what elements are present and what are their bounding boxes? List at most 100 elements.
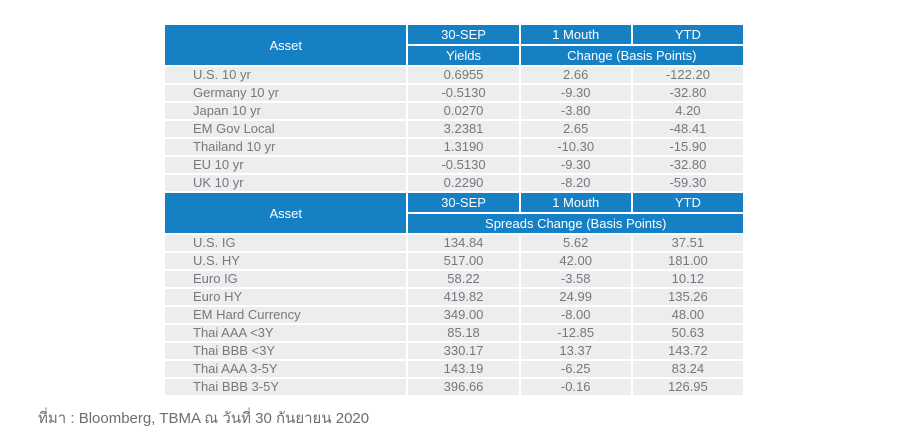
table-row: U.S. IG 134.84 5.62 37.51 bbox=[165, 235, 743, 251]
asset-cell: U.S. HY bbox=[165, 253, 407, 269]
value-cell: 5.62 bbox=[520, 235, 631, 251]
table-row: UK 10 yr 0.2290 -8.20 -59.30 bbox=[165, 175, 743, 191]
asset-column-header: Asset bbox=[165, 25, 407, 65]
value-cell: -9.30 bbox=[520, 157, 631, 173]
table-row: Thai AAA 3-5Y 143.19 -6.25 83.24 bbox=[165, 361, 743, 377]
asset-cell: Euro IG bbox=[165, 271, 407, 287]
table-row: EM Gov Local 3.2381 2.65 -48.41 bbox=[165, 121, 743, 137]
spreads-rows: U.S. IG 134.84 5.62 37.51 U.S. HY 517.00 42.00… bbox=[165, 235, 743, 395]
value-cell: 134.84 bbox=[408, 235, 519, 251]
value-cell: 50.63 bbox=[632, 325, 743, 341]
asset-cell: Euro HY bbox=[165, 289, 407, 305]
column-header-1month: 1 Mouth bbox=[520, 25, 631, 44]
value-cell: -0.16 bbox=[520, 379, 631, 395]
table-row: U.S. 10 yr 0.6955 2.66 -122.20 bbox=[165, 67, 743, 83]
value-cell: 349.00 bbox=[408, 307, 519, 323]
value-cell: -8.20 bbox=[520, 175, 631, 191]
value-cell: 42.00 bbox=[520, 253, 631, 269]
value-cell: 24.99 bbox=[520, 289, 631, 305]
asset-cell: U.S. IG bbox=[165, 235, 407, 251]
table-row: Germany 10 yr -0.5130 -9.30 -32.80 bbox=[165, 85, 743, 101]
value-cell: -32.80 bbox=[632, 85, 743, 101]
value-cell: 1.3190 bbox=[408, 139, 519, 155]
value-cell: -122.20 bbox=[632, 67, 743, 83]
value-cell: 135.26 bbox=[632, 289, 743, 305]
spreads-header: Asset 30-SEP 1 Mouth YTD Spreads Change … bbox=[165, 193, 743, 233]
value-cell: -59.30 bbox=[632, 175, 743, 191]
column-header-ytd: YTD bbox=[632, 25, 743, 44]
asset-cell: Thai BBB <3Y bbox=[165, 343, 407, 359]
value-cell: 48.00 bbox=[632, 307, 743, 323]
table-row: Thai BBB 3-5Y 396.66 -0.16 126.95 bbox=[165, 379, 743, 395]
value-cell: 419.82 bbox=[408, 289, 519, 305]
value-cell: 396.66 bbox=[408, 379, 519, 395]
value-cell: 0.0270 bbox=[408, 103, 519, 119]
column-header-30sep: 30-SEP bbox=[408, 193, 519, 212]
value-cell: 3.2381 bbox=[408, 121, 519, 137]
value-cell: 13.37 bbox=[520, 343, 631, 359]
value-cell: -0.5130 bbox=[408, 157, 519, 173]
change-basis-points-subheader: Change (Basis Points) bbox=[520, 46, 743, 65]
bond-market-table: Asset 30-SEP 1 Mouth YTD Yields Change (… bbox=[163, 23, 745, 397]
value-cell: -6.25 bbox=[520, 361, 631, 377]
value-cell: -12.85 bbox=[520, 325, 631, 341]
value-cell: 2.66 bbox=[520, 67, 631, 83]
value-cell: -3.80 bbox=[520, 103, 631, 119]
column-header-30sep: 30-SEP bbox=[408, 25, 519, 44]
value-cell: -3.58 bbox=[520, 271, 631, 287]
asset-cell: UK 10 yr bbox=[165, 175, 407, 191]
table-row: Euro IG 58.22 -3.58 10.12 bbox=[165, 271, 743, 287]
subheader-row: Yields Change (Basis Points) bbox=[165, 46, 743, 65]
spreads-change-subheader: Spreads Change (Basis Points) bbox=[408, 214, 743, 233]
value-cell: 10.12 bbox=[632, 271, 743, 287]
header-row: Asset 30-SEP 1 Mouth YTD bbox=[165, 25, 743, 65]
value-cell: 2.65 bbox=[520, 121, 631, 137]
value-cell: 0.6955 bbox=[408, 67, 519, 83]
value-cell: -32.80 bbox=[632, 157, 743, 173]
value-cell: -48.41 bbox=[632, 121, 743, 137]
asset-cell: EM Hard Currency bbox=[165, 307, 407, 323]
value-cell: -0.5130 bbox=[408, 85, 519, 101]
value-cell: -8.00 bbox=[520, 307, 631, 323]
value-cell: 143.72 bbox=[632, 343, 743, 359]
table-row: Thai AAA <3Y 85.18 -12.85 50.63 bbox=[165, 325, 743, 341]
value-cell: 85.18 bbox=[408, 325, 519, 341]
value-cell: 58.22 bbox=[408, 271, 519, 287]
asset-cell: Germany 10 yr bbox=[165, 85, 407, 101]
value-cell: 4.20 bbox=[632, 103, 743, 119]
table-row: Thai BBB <3Y 330.17 13.37 143.72 bbox=[165, 343, 743, 359]
asset-column-header: Asset bbox=[165, 193, 407, 233]
asset-cell: EM Gov Local bbox=[165, 121, 407, 137]
yields-header: Asset 30-SEP 1 Mouth YTD Yields Change (… bbox=[165, 25, 743, 65]
asset-cell: Japan 10 yr bbox=[165, 103, 407, 119]
table-row: EM Hard Currency 349.00 -8.00 48.00 bbox=[165, 307, 743, 323]
header-row: Asset 30-SEP 1 Mouth YTD bbox=[165, 193, 743, 233]
asset-cell: Thai BBB 3-5Y bbox=[165, 379, 407, 395]
asset-cell: Thai AAA <3Y bbox=[165, 325, 407, 341]
asset-cell: EU 10 yr bbox=[165, 157, 407, 173]
yields-rows: U.S. 10 yr 0.6955 2.66 -122.20 Germany 10 yr… bbox=[165, 67, 743, 191]
column-header-ytd: YTD bbox=[632, 193, 743, 212]
asset-cell: U.S. 10 yr bbox=[165, 67, 407, 83]
value-cell: 126.95 bbox=[632, 379, 743, 395]
value-cell: 330.17 bbox=[408, 343, 519, 359]
asset-cell: Thailand 10 yr bbox=[165, 139, 407, 155]
value-cell: -15.90 bbox=[632, 139, 743, 155]
value-cell: 0.2290 bbox=[408, 175, 519, 191]
table-row: Euro HY 419.82 24.99 135.26 bbox=[165, 289, 743, 305]
column-header-1month: 1 Mouth bbox=[520, 193, 631, 212]
value-cell: 181.00 bbox=[632, 253, 743, 269]
subheader-row: Spreads Change (Basis Points) bbox=[165, 214, 743, 233]
value-cell: -10.30 bbox=[520, 139, 631, 155]
asset-cell: Thai AAA 3-5Y bbox=[165, 361, 407, 377]
yields-subheader: Yields bbox=[408, 46, 519, 65]
value-cell: 143.19 bbox=[408, 361, 519, 377]
table-row: Thailand 10 yr 1.3190 -10.30 -15.90 bbox=[165, 139, 743, 155]
source-note: ที่มา : Bloomberg, TBMA ณ วันที่ 30 กันย… bbox=[38, 410, 370, 427]
table-row: U.S. HY 517.00 42.00 181.00 bbox=[165, 253, 743, 269]
value-cell: 517.00 bbox=[408, 253, 519, 269]
table-row: Japan 10 yr 0.0270 -3.80 4.20 bbox=[165, 103, 743, 119]
value-cell: 37.51 bbox=[632, 235, 743, 251]
table-row: EU 10 yr -0.5130 -9.30 -32.80 bbox=[165, 157, 743, 173]
